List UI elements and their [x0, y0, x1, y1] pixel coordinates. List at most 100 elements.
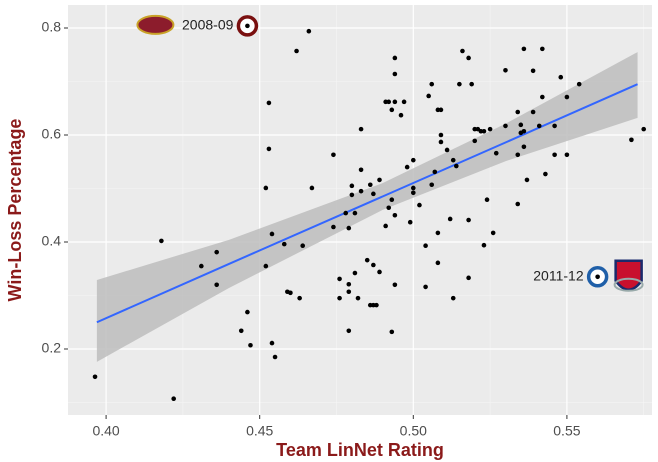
data-point — [159, 238, 164, 244]
data-point — [530, 109, 536, 115]
data-point — [411, 157, 416, 163]
data-point — [272, 354, 278, 360]
data-point — [263, 263, 269, 269]
data-point — [349, 183, 355, 189]
data-point — [564, 94, 570, 100]
data-point — [358, 167, 364, 173]
data-point — [515, 201, 521, 207]
data-point — [346, 328, 352, 334]
data-point — [450, 295, 456, 301]
data-point — [447, 216, 453, 222]
data-point — [493, 150, 499, 156]
data-point — [383, 223, 388, 229]
data-point — [337, 276, 342, 282]
data-point — [331, 152, 336, 158]
x-tick-label: 0.55 — [553, 423, 580, 439]
confidence-band — [96, 52, 638, 362]
data-point — [543, 171, 548, 177]
data-point — [352, 270, 358, 276]
data-point — [367, 182, 373, 188]
data-point — [536, 123, 542, 129]
data-point — [484, 197, 490, 203]
data-point — [245, 23, 250, 29]
data-point — [552, 123, 557, 129]
data-point — [521, 144, 527, 150]
data-point — [377, 177, 382, 183]
data-point — [398, 112, 404, 118]
data-point — [404, 164, 410, 170]
y-tick-label: 0.2 — [42, 340, 62, 356]
data-point — [355, 295, 361, 301]
data-point — [469, 81, 474, 87]
y-tick-label: 0.4 — [42, 233, 62, 249]
data-point — [386, 205, 392, 211]
data-point — [389, 329, 395, 335]
data-point — [641, 126, 647, 132]
data-point — [411, 190, 416, 196]
data-point — [352, 210, 358, 216]
data-point — [444, 147, 450, 153]
data-point — [358, 126, 364, 132]
data-point — [171, 396, 176, 402]
data-point — [266, 146, 272, 152]
data-point — [595, 274, 600, 280]
data-point — [429, 182, 435, 188]
data-point — [389, 107, 395, 113]
x-axis-title: Team LinNet Rating — [276, 440, 444, 460]
data-point — [466, 55, 471, 61]
data-point — [266, 100, 272, 106]
data-point — [515, 152, 521, 158]
data-point — [245, 309, 250, 315]
data-point — [521, 128, 527, 134]
data-point — [392, 55, 398, 61]
annotation-label: 2011-12 — [533, 267, 584, 283]
data-point — [490, 230, 496, 236]
data-point — [450, 157, 456, 163]
data-point — [540, 94, 545, 100]
x-tick-label: 0.45 — [246, 423, 273, 439]
data-point — [503, 67, 508, 73]
data-point — [331, 224, 336, 230]
data-point — [269, 231, 275, 237]
data-point — [515, 109, 521, 115]
data-point — [349, 192, 355, 198]
data-point — [199, 263, 204, 269]
data-point — [466, 217, 471, 223]
y-axis-title: Win-Loss Percentage — [5, 119, 25, 302]
data-point — [392, 282, 398, 288]
data-point — [281, 241, 287, 247]
data-point — [300, 243, 306, 249]
team-logo — [136, 14, 175, 35]
data-point — [238, 328, 244, 334]
data-point — [435, 260, 441, 266]
data-point — [407, 219, 413, 225]
data-point — [297, 295, 302, 301]
data-point — [263, 185, 269, 191]
team-logo — [613, 277, 644, 292]
data-point — [346, 289, 352, 295]
data-point — [552, 152, 557, 158]
x-tick-label: 0.50 — [400, 423, 427, 439]
data-point — [358, 188, 364, 194]
data-point — [481, 242, 487, 248]
data-point — [371, 262, 376, 268]
data-point — [306, 28, 312, 34]
data-point — [392, 212, 398, 218]
data-point — [530, 68, 536, 74]
data-point — [92, 374, 98, 380]
y-tick-label: 0.8 — [42, 19, 62, 35]
data-point — [435, 230, 441, 236]
data-point — [374, 302, 379, 308]
data-point — [438, 139, 444, 145]
data-point — [438, 132, 444, 138]
data-point — [454, 163, 459, 169]
data-point — [386, 99, 392, 105]
data-point — [503, 123, 508, 129]
x-tick-label: 0.40 — [92, 423, 119, 439]
data-point — [248, 342, 253, 348]
data-point — [392, 71, 398, 77]
data-point — [466, 275, 471, 281]
data-point — [371, 191, 376, 197]
data-point — [558, 74, 564, 80]
